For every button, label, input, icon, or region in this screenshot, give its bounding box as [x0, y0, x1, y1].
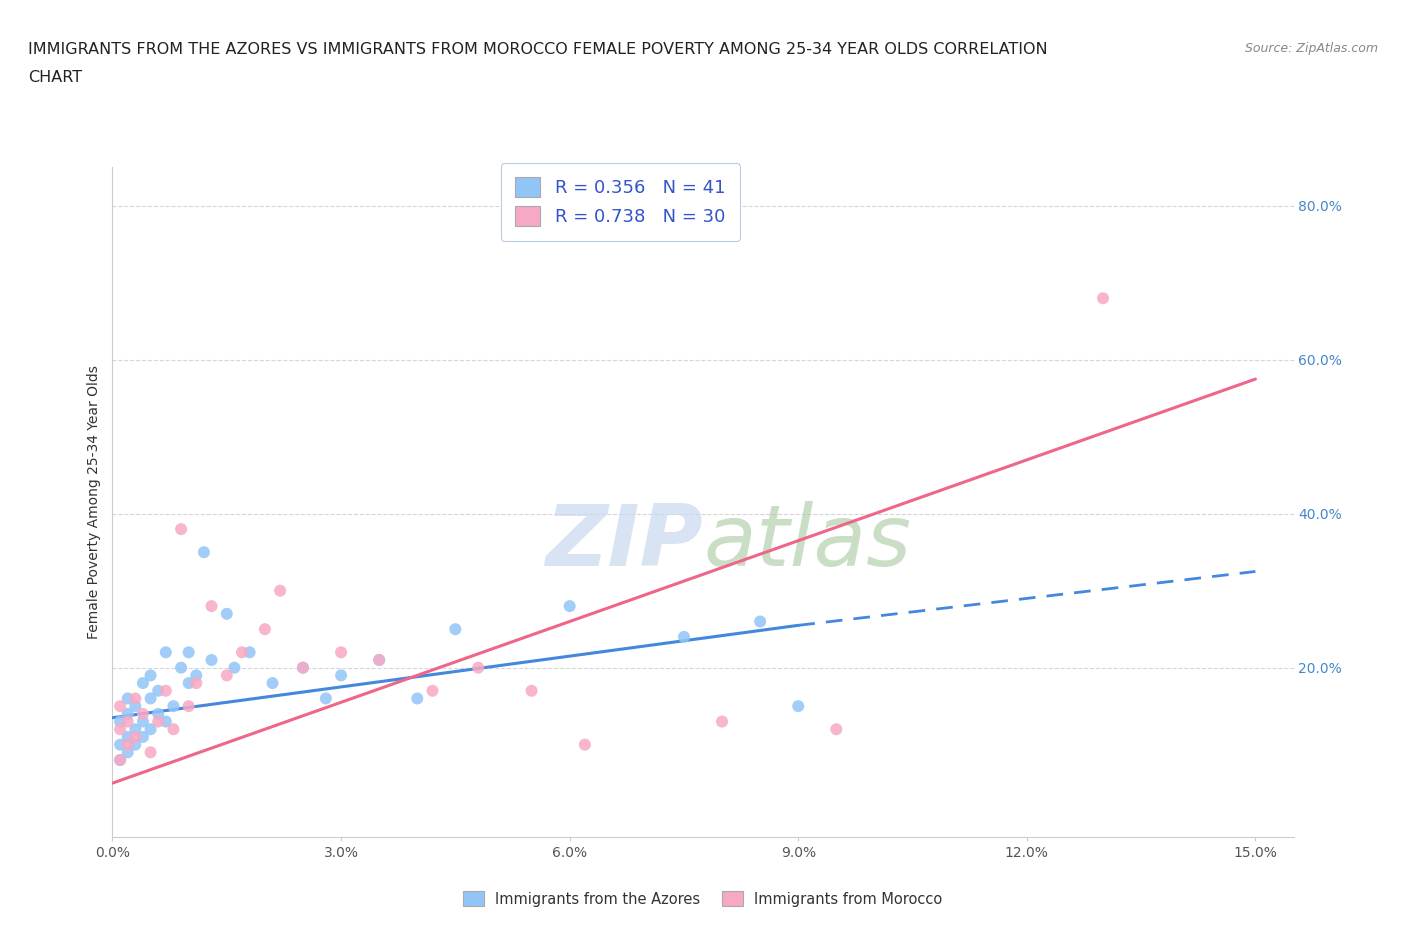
Point — [330, 668, 353, 683]
Point — [672, 630, 695, 644]
Point — [749, 614, 772, 629]
Point — [330, 644, 353, 659]
Point — [200, 599, 222, 614]
Point — [148, 714, 170, 729]
Point — [787, 698, 810, 713]
Point — [132, 714, 155, 729]
Point — [132, 729, 155, 744]
Point — [162, 698, 184, 713]
Point — [117, 691, 139, 706]
Point — [155, 684, 177, 698]
Point — [406, 691, 429, 706]
Point — [253, 622, 276, 637]
Text: atlas: atlas — [703, 501, 911, 584]
Point — [148, 707, 170, 722]
Point — [200, 653, 222, 668]
Point — [155, 644, 177, 659]
Point — [117, 745, 139, 760]
Point — [1092, 291, 1115, 306]
Point — [368, 653, 391, 668]
Point — [132, 675, 155, 690]
Point — [177, 675, 200, 690]
Point — [315, 691, 337, 706]
Point — [239, 644, 262, 659]
Point — [117, 737, 139, 752]
Y-axis label: Female Poverty Among 25-34 Year Olds: Female Poverty Among 25-34 Year Olds — [87, 365, 101, 639]
Point — [148, 684, 170, 698]
Point — [117, 729, 139, 744]
Point — [291, 660, 314, 675]
Point — [170, 660, 193, 675]
Point — [711, 714, 734, 729]
Point — [177, 698, 200, 713]
Point — [422, 684, 444, 698]
Point — [177, 644, 200, 659]
Point — [825, 722, 848, 737]
Point — [215, 668, 238, 683]
Point — [108, 752, 131, 767]
Point — [558, 599, 581, 614]
Point — [215, 606, 238, 621]
Point — [139, 745, 162, 760]
Point — [108, 714, 131, 729]
Point — [108, 737, 131, 752]
Point — [368, 653, 391, 668]
Point — [108, 698, 131, 713]
Point — [108, 722, 131, 737]
Point — [139, 722, 162, 737]
Text: IMMIGRANTS FROM THE AZORES VS IMMIGRANTS FROM MOROCCO FEMALE POVERTY AMONG 25-34: IMMIGRANTS FROM THE AZORES VS IMMIGRANTS… — [28, 42, 1047, 57]
Point — [124, 722, 146, 737]
Point — [124, 691, 146, 706]
Point — [467, 660, 489, 675]
Point — [186, 668, 208, 683]
Point — [162, 722, 184, 737]
Point — [132, 707, 155, 722]
Point — [444, 622, 467, 637]
Legend: Immigrants from the Azores, Immigrants from Morocco: Immigrants from the Azores, Immigrants f… — [453, 881, 953, 917]
Text: ZIP: ZIP — [546, 501, 703, 584]
Point — [520, 684, 543, 698]
Point — [124, 729, 146, 744]
Point — [170, 522, 193, 537]
Text: CHART: CHART — [28, 70, 82, 85]
Point — [291, 660, 314, 675]
Point — [155, 714, 177, 729]
Point — [124, 698, 146, 713]
Point — [269, 583, 291, 598]
Point — [139, 668, 162, 683]
Point — [108, 752, 131, 767]
Point — [231, 644, 253, 659]
Point — [193, 545, 215, 560]
Text: Source: ZipAtlas.com: Source: ZipAtlas.com — [1244, 42, 1378, 55]
Point — [224, 660, 246, 675]
Point — [574, 737, 596, 752]
Point — [117, 714, 139, 729]
Point — [262, 675, 284, 690]
Point — [124, 737, 146, 752]
Point — [139, 691, 162, 706]
Point — [117, 707, 139, 722]
Point — [186, 675, 208, 690]
